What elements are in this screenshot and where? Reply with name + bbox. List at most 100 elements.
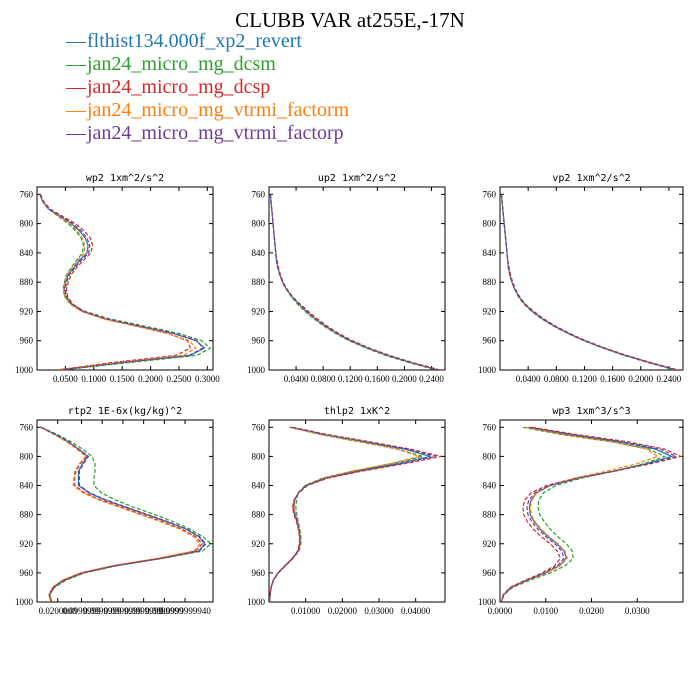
subplot: up2 1xm^2/s^2 760 800 840 880 920 960 1000 0.040… [247, 173, 446, 384]
plot-frame [499, 186, 684, 371]
y-tick-label: 840 [252, 481, 266, 491]
series-line [40, 426, 204, 602]
series-line [40, 426, 202, 602]
x-tick-label: 0.3000 [195, 374, 220, 384]
legend-line-icon: — [66, 99, 86, 121]
x-tick-label: 0.0999999 [83, 606, 122, 616]
x-tick-label: 0.2500 [167, 374, 192, 384]
subplot: wp3 1xm^3/s^3 760 800 840 880 920 960 10000.000… [478, 406, 684, 616]
y-tick-label: 800 [20, 451, 34, 461]
y-tick-label: 800 [20, 219, 34, 229]
series-line [39, 194, 212, 370]
y-tick-label: 880 [252, 510, 266, 520]
series-line [269, 194, 439, 370]
y-tick-label: 1000 [247, 597, 266, 607]
y-tick-label: 800 [483, 219, 497, 229]
y-tick-label: 840 [483, 248, 497, 258]
series-line [269, 194, 437, 370]
y-tick-label: 760 [20, 189, 34, 199]
legend-line-icon: — [66, 122, 86, 144]
x-tick-label: 0.0300 [625, 606, 650, 616]
y-tick-label: 920 [252, 306, 266, 316]
series-line [40, 426, 212, 602]
y-tick-label: 1000 [247, 365, 266, 375]
y-tick-label: 840 [20, 248, 34, 258]
y-tick-label: 840 [252, 248, 266, 258]
x-tick-label: 0.0400 [284, 374, 309, 384]
series-line [500, 194, 677, 370]
series-line [500, 194, 677, 370]
y-tick-label: 760 [483, 422, 497, 432]
subplot-title: thlp2 1xK^2 [324, 406, 390, 417]
x-tick-label: 0.2000 [392, 374, 417, 384]
y-tick-label: 880 [20, 277, 34, 287]
x-tick-label: 0.0800 [311, 374, 336, 384]
y-tick-label: 960 [20, 568, 34, 578]
legend-line-icon: — [66, 30, 86, 52]
series-line [500, 426, 683, 602]
plot-frame [499, 419, 684, 603]
plot-frame [36, 419, 214, 603]
x-tick-label: 0.02000 [328, 606, 358, 616]
series-line [41, 426, 207, 602]
y-tick-label: 960 [20, 336, 34, 346]
x-tick-label: 0.1000 [81, 374, 106, 384]
series-line [500, 426, 678, 602]
y-tick-label: 800 [252, 219, 266, 229]
legend-item: — jan24_micro_mg_dcsp [66, 76, 349, 99]
x-tick-label: 0.1200 [572, 374, 597, 384]
y-tick-label: 760 [252, 422, 266, 432]
legend-line-icon: — [66, 76, 86, 98]
y-tick-label: 840 [483, 481, 497, 491]
series-line [500, 194, 679, 370]
legend-label: jan24_micro_mg_vtrmi_factorp [87, 122, 344, 144]
y-tick-label: 1000 [15, 597, 34, 607]
subplot-title: vp2 1xm^2/s^2 [552, 173, 630, 184]
x-tick-label: 0.0200000 [39, 606, 78, 616]
y-tick-label: 960 [483, 336, 497, 346]
x-tick-label: 0.0800 [544, 374, 569, 384]
y-tick-label: 920 [252, 539, 266, 549]
series-line [269, 426, 436, 602]
y-tick-label: 840 [20, 481, 34, 491]
x-tick-label: 0.2000 [628, 374, 653, 384]
series-line [269, 426, 422, 602]
x-tick-label: 0.0400 [516, 374, 541, 384]
legend-label: jan24_micro_mg_dcsm [87, 53, 276, 75]
series-line [39, 194, 197, 370]
x-tick-label: 0.0999999 [145, 606, 184, 616]
x-tick-label: 0.0999999940 [159, 606, 211, 616]
subplot-title: up2 1xm^2/s^2 [318, 173, 396, 184]
y-tick-label: 760 [483, 189, 497, 199]
y-tick-label: 920 [483, 539, 497, 549]
plot-frame [268, 186, 446, 371]
figure-title: CLUBB VAR at255E,-17N [235, 8, 465, 32]
series-line [40, 426, 206, 602]
x-tick-label: 0.0200 [579, 606, 604, 616]
legend-line-icon: — [66, 53, 86, 75]
y-tick-label: 960 [483, 568, 497, 578]
x-tick-label: 0.1600 [600, 374, 625, 384]
subplot: vp2 1xm^2/s^2 760 800 840 880 920 960 1000 0.040… [478, 173, 684, 384]
y-tick-label: 920 [20, 539, 34, 549]
x-tick-label: 0.0999999 [104, 606, 143, 616]
plot-frame [36, 186, 214, 371]
legend-label: jan24_micro_mg_dcsp [87, 76, 271, 98]
y-tick-label: 920 [20, 306, 34, 316]
series-line [269, 426, 426, 602]
x-tick-label: 0.01000 [291, 606, 321, 616]
y-tick-label: 760 [20, 422, 34, 432]
subplot: rtp2 1E-6x(kg/kg)^2 760 800 840 880 920 960 100… [15, 406, 214, 616]
x-tick-label: 0.2000 [138, 374, 163, 384]
series-line [269, 194, 439, 370]
subplot-title: wp3 1xm^3/s^3 [552, 406, 630, 417]
y-tick-label: 880 [483, 277, 497, 287]
y-tick-label: 920 [483, 306, 497, 316]
series-line [269, 426, 431, 602]
x-tick-label: 0.1500 [110, 374, 135, 384]
y-tick-label: 1000 [15, 365, 34, 375]
x-tick-label: 0.0000 [488, 606, 513, 616]
x-tick-label: 0.04000 [401, 606, 431, 616]
x-tick-label: 0.0100 [533, 606, 558, 616]
y-tick-label: 880 [20, 510, 34, 520]
